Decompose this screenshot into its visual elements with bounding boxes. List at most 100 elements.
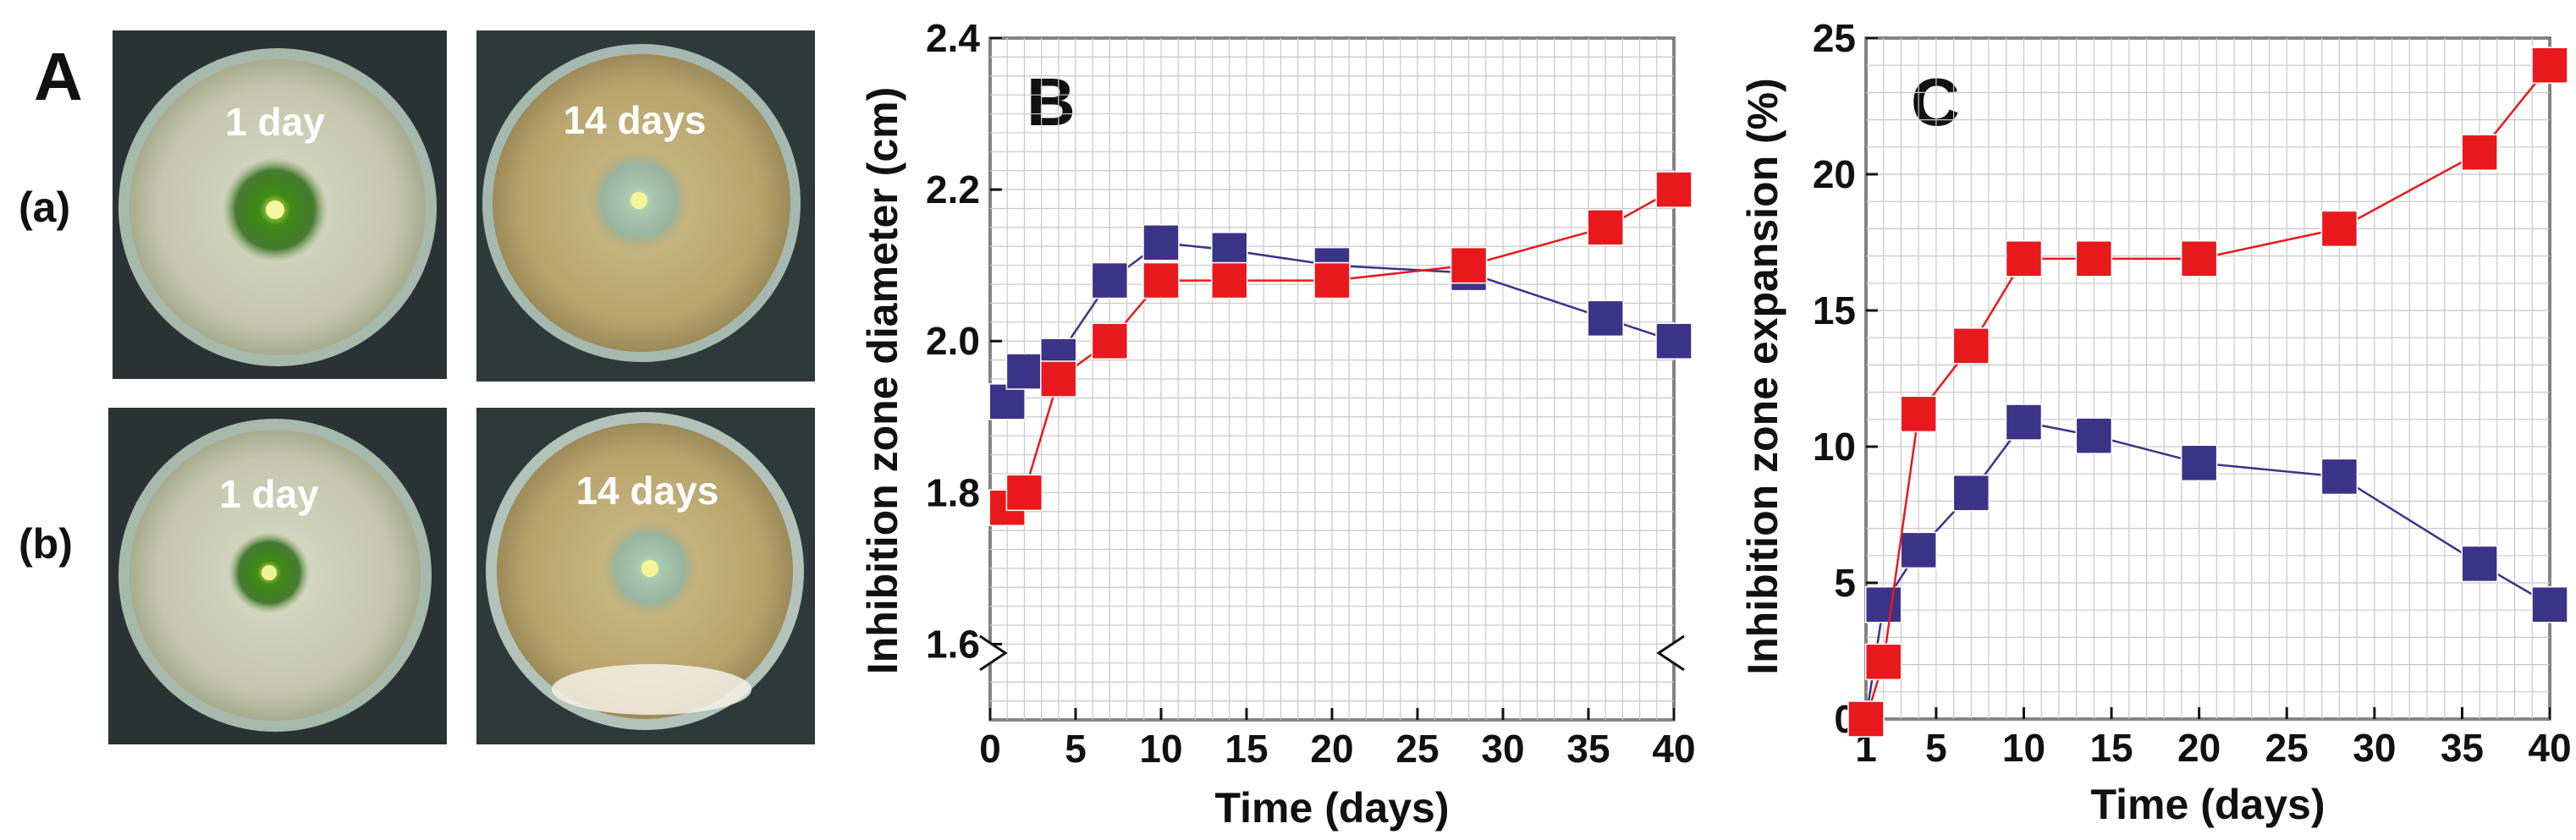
disc-center: [266, 200, 284, 219]
photo-caption: 14 days: [564, 98, 707, 142]
series-a-red-marker: [1313, 261, 1351, 299]
series-b-blue-marker: [1091, 261, 1129, 299]
series-b-blue-marker: [1900, 531, 1937, 569]
plot-frame: [1864, 36, 2551, 721]
disc-center: [630, 192, 647, 209]
series-b-blue-marker: [1655, 322, 1693, 360]
series-b-blue-marker: [2320, 458, 2359, 496]
series-b-blue-marker: [1142, 224, 1180, 261]
series-b-blue-marker: [2461, 545, 2498, 583]
panel-b-letter: B: [1027, 64, 1076, 140]
x-axis-title: Time (days): [1215, 784, 1450, 832]
axis-break-left: [979, 634, 1008, 672]
series-a-red-marker: [1142, 261, 1180, 299]
photo-row-a-day14: 14 days: [476, 30, 815, 382]
series-a-red-marker: [1587, 209, 1624, 246]
x-tick-labels: 1 5 10 15 20 25 30 35 40: [1855, 726, 2571, 770]
series-a-red-marker: [2320, 210, 2359, 248]
series-b-blue-marker: [2075, 417, 2113, 454]
y-axis-title: Inhibition zone diameter (cm): [859, 87, 906, 674]
row-label-a: (a): [19, 184, 70, 231]
data-series: [1847, 47, 2568, 738]
y-tick-label: 1.8: [926, 470, 980, 514]
series-b-blue-marker: [2180, 444, 2218, 482]
series-b-blue-line: [1864, 420, 2551, 720]
photo-row-a-day1: 1 day: [113, 30, 447, 379]
series-a-red-marker: [2531, 47, 2568, 84]
photo-caption: 14 days: [576, 469, 719, 513]
series-a-red-marker: [1450, 246, 1488, 284]
y-tick-label: 5: [1834, 561, 1856, 605]
disc-center: [641, 560, 658, 577]
series-a-red-marker: [1091, 322, 1129, 360]
series-a-red-marker: [1655, 171, 1693, 208]
y-tick-label: 15: [1813, 288, 1856, 332]
x-tick-label: 40: [1652, 727, 1695, 771]
y-tick-label: 25: [1813, 16, 1856, 60]
series-a-red-line: [1864, 64, 2551, 720]
series-a-red-marker: [1211, 261, 1248, 299]
data-series: [988, 171, 1693, 526]
x-tick-label: 5: [1065, 727, 1087, 771]
series-a-red-marker: [1900, 395, 1937, 433]
photo-row-b-day1: 1 day: [108, 408, 447, 744]
x-tick-label: 0: [979, 727, 1001, 771]
photo-caption: 1 day: [225, 100, 325, 144]
tick-marks: [1864, 36, 2551, 721]
x-tick-label: 35: [1566, 727, 1610, 771]
y-tick-label: 2.4: [926, 16, 980, 60]
x-tick-label: 10: [2002, 726, 2045, 770]
y-axis-title: Inhibition zone expansion (%): [1739, 78, 1786, 675]
series-a-red-marker: [2180, 240, 2218, 277]
x-tick-labels: 0 5 10 15 20 25 30 35 40: [979, 727, 1695, 771]
photo-row-b-day14: 14 days: [476, 408, 815, 744]
row-label-b: (b): [19, 520, 73, 568]
series-a-red-marker: [1847, 700, 1885, 738]
y-tick-label: 10: [1813, 425, 1856, 469]
series-b-blue-marker: [988, 383, 1026, 420]
x-tick-label: 20: [2177, 726, 2221, 770]
x-tick-label: 35: [2441, 726, 2484, 770]
y-tick-label: 2.0: [926, 319, 980, 363]
series-a-red-line: [1006, 189, 1675, 509]
chart-panel-b: B 0 5 10 15 20 25 30 35 40 1.6 1.8 2.0 2.2 2.4 Time …: [859, 16, 1696, 832]
x-axis-title: Time (days): [2091, 781, 2326, 828]
panel-a: A (a) (b) 1 day 14 days 1: [19, 30, 815, 744]
series-b-blue-marker: [2005, 404, 2043, 441]
light-reflection: [552, 664, 751, 715]
series-a-red-marker: [1864, 643, 1902, 681]
x-tick-label: 15: [2089, 726, 2133, 770]
gridlines: [1865, 37, 2551, 720]
y-tick-label: 2.2: [926, 167, 980, 211]
series-a-red-marker: [1040, 360, 1077, 398]
x-tick-label: 5: [1925, 726, 1947, 770]
x-tick-label: 10: [1139, 727, 1182, 771]
series-b-blue-marker: [1864, 586, 1902, 623]
series-a-red-marker: [1005, 474, 1043, 512]
series-b-blue-marker: [2531, 586, 2568, 623]
series-a-red-marker: [2461, 134, 2498, 171]
y-tick-labels: 1.6 1.8 2.0 2.2 2.4: [926, 16, 980, 666]
x-tick-label: 15: [1225, 727, 1268, 771]
x-tick-label: 20: [1310, 727, 1353, 771]
series-a-red-marker: [2075, 240, 2113, 277]
panel-a-letter: A: [34, 39, 83, 114]
axis-break-right: [1656, 634, 1685, 672]
y-tick-label: 20: [1813, 152, 1856, 196]
x-tick-label: 25: [2265, 726, 2309, 770]
disc-center: [261, 565, 277, 580]
x-tick-label: 30: [2353, 726, 2396, 770]
series-a-red-marker: [2005, 240, 2043, 277]
x-tick-label: 40: [2528, 726, 2571, 770]
series-b-blue-marker: [1005, 353, 1043, 390]
x-tick-label: 30: [1481, 727, 1524, 771]
gridlines: [989, 37, 1675, 721]
series-b-blue-marker: [1587, 299, 1624, 338]
photo-caption: 1 day: [219, 472, 319, 516]
x-tick-label: 25: [1395, 727, 1439, 771]
series-b-blue-marker: [1952, 474, 1990, 512]
y-tick-label: 1.6: [926, 622, 980, 666]
